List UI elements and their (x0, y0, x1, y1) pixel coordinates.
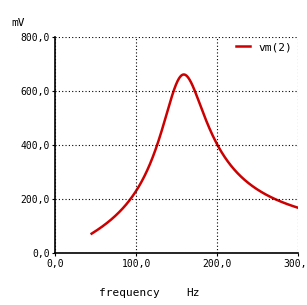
Text: mV: mV (12, 18, 25, 28)
Legend: vm(2): vm(2) (236, 42, 292, 52)
Text: frequency: frequency (99, 288, 159, 298)
Text: Hz: Hz (187, 288, 200, 298)
